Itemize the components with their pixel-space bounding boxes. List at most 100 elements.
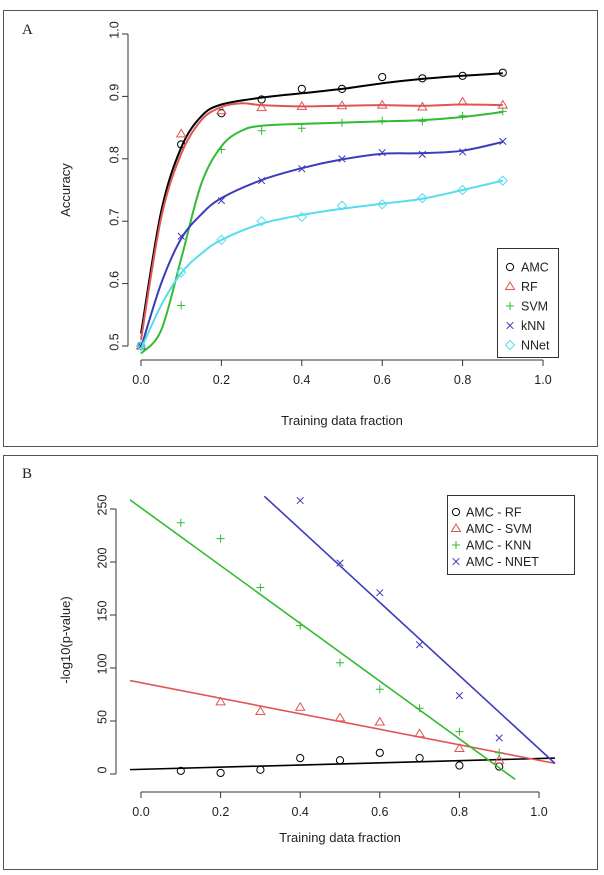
data-point	[177, 232, 185, 240]
data-point	[378, 116, 387, 125]
data-point	[378, 148, 386, 157]
y-tick-label: 0.6	[107, 271, 121, 288]
panel-a-y-axis: 0.5 0.6 0.7 0.8 0.9 1.0	[107, 21, 129, 351]
data-point	[336, 658, 344, 667]
data-point	[454, 743, 465, 753]
legend-item: kNN	[506, 319, 545, 333]
legend-label: AMC - RF	[466, 505, 522, 519]
y-tick-label: 250	[95, 495, 109, 516]
data-point	[257, 126, 266, 135]
y-tick-label: 150	[95, 601, 109, 622]
data-point	[497, 175, 509, 186]
data-point	[415, 754, 424, 763]
data-point	[498, 68, 507, 77]
legend-symbol	[452, 557, 460, 566]
panel-b-y-axis: 0 50 100 150 200 250	[95, 495, 117, 775]
data-point	[376, 99, 388, 109]
legend-item: AMC - SVM	[450, 522, 532, 536]
data-point	[375, 685, 384, 694]
legend-box	[497, 248, 559, 358]
series-amc-nnet	[263, 495, 556, 764]
x-tick-label: 1.0	[534, 373, 551, 387]
x-tick-label: 0.2	[212, 805, 229, 819]
x-tick-label: 0.6	[371, 805, 388, 819]
y-tick-label: 0	[95, 766, 109, 773]
data-point	[297, 84, 306, 94]
data-point	[176, 518, 185, 527]
data-point	[217, 196, 226, 205]
data-point	[256, 215, 267, 227]
data-point	[376, 589, 384, 597]
series-line	[140, 140, 504, 349]
y-tick-label: 0.7	[107, 208, 121, 225]
legend-item: NNet	[504, 338, 550, 352]
x-tick-label: 0.4	[293, 373, 310, 387]
legend-symbol	[450, 523, 462, 532]
series-svm	[137, 107, 507, 354]
legend-label: AMC - SVM	[466, 522, 532, 536]
y-tick-label: 100	[95, 654, 109, 675]
legend-label: NNet	[521, 338, 550, 352]
data-point	[457, 96, 468, 106]
data-point	[334, 712, 346, 722]
data-point	[296, 100, 308, 110]
data-point	[455, 727, 464, 736]
legend-label: AMC - NNET	[466, 555, 539, 569]
y-tick-label: 50	[95, 710, 109, 724]
legend-symbol	[451, 507, 461, 517]
legend-label: SVM	[521, 299, 548, 313]
data-point	[457, 184, 468, 196]
data-point	[256, 765, 265, 774]
x-tick-label: 0.8	[451, 805, 468, 819]
panel-a-x-axis: 0.0 0.2 0.4 0.6 0.8 1.0	[132, 359, 552, 387]
data-point	[415, 641, 424, 649]
data-point	[255, 705, 266, 715]
x-tick-label: 0.4	[292, 805, 309, 819]
data-point	[336, 200, 348, 211]
data-point	[495, 748, 504, 757]
panel-b: B 0.0 0.2 0.4 0.6 0.8 1.0 0 50 100 150 200 250 Traini…	[3, 455, 598, 870]
data-point	[216, 105, 227, 115]
panel-a-x-axis-title: Training data fraction	[281, 413, 403, 428]
series-amc-svm	[130, 679, 556, 765]
data-point	[217, 109, 226, 118]
legend-box	[447, 495, 575, 575]
data-point	[296, 754, 305, 763]
panel-b-x-axis: 0.0 0.2 0.4 0.6 0.8 1.0	[132, 791, 548, 819]
series-amc-knn	[130, 498, 516, 780]
legend-item: AMC - NNET	[452, 555, 539, 569]
panel-a-legend: AMC RF SVM kNN NNet	[497, 248, 559, 358]
data-point	[417, 101, 428, 111]
legend-label: AMC	[521, 260, 549, 274]
x-tick-label: 0.8	[454, 373, 471, 387]
legend-label: AMC - KNN	[466, 538, 531, 552]
legend-symbol	[452, 541, 460, 549]
panel-b-y-axis-title: -log10(p-value)	[58, 596, 73, 683]
panel-b-x-axis-title: Training data fraction	[279, 830, 401, 845]
legend-symbol	[504, 281, 516, 290]
fit-line	[263, 495, 556, 764]
data-point	[298, 165, 306, 173]
data-point	[499, 137, 507, 145]
y-tick-label: 0.9	[107, 84, 121, 101]
data-point	[175, 128, 187, 138]
series-nnet	[135, 175, 509, 352]
data-point	[374, 716, 386, 726]
series-line	[140, 111, 503, 354]
series-knn	[137, 137, 507, 350]
panel-a-frame	[3, 10, 598, 447]
x-tick-label: 0.6	[374, 373, 391, 387]
panel-a-y-axis-title: Accuracy	[58, 163, 73, 217]
panel-b-legend: AMC - RF AMC - SVM AMC - KNN AMC - NNET	[447, 495, 575, 575]
data-point	[296, 211, 308, 223]
data-point	[495, 734, 503, 742]
x-tick-label: 0.2	[213, 373, 230, 387]
y-tick-label: 1.0	[107, 21, 121, 38]
data-point	[256, 102, 267, 112]
data-point	[176, 766, 185, 775]
data-point	[336, 100, 348, 110]
data-point	[415, 704, 424, 713]
series-amc-rf	[130, 748, 555, 778]
panel-b-plot-area	[130, 495, 556, 780]
fit-line	[130, 679, 556, 765]
